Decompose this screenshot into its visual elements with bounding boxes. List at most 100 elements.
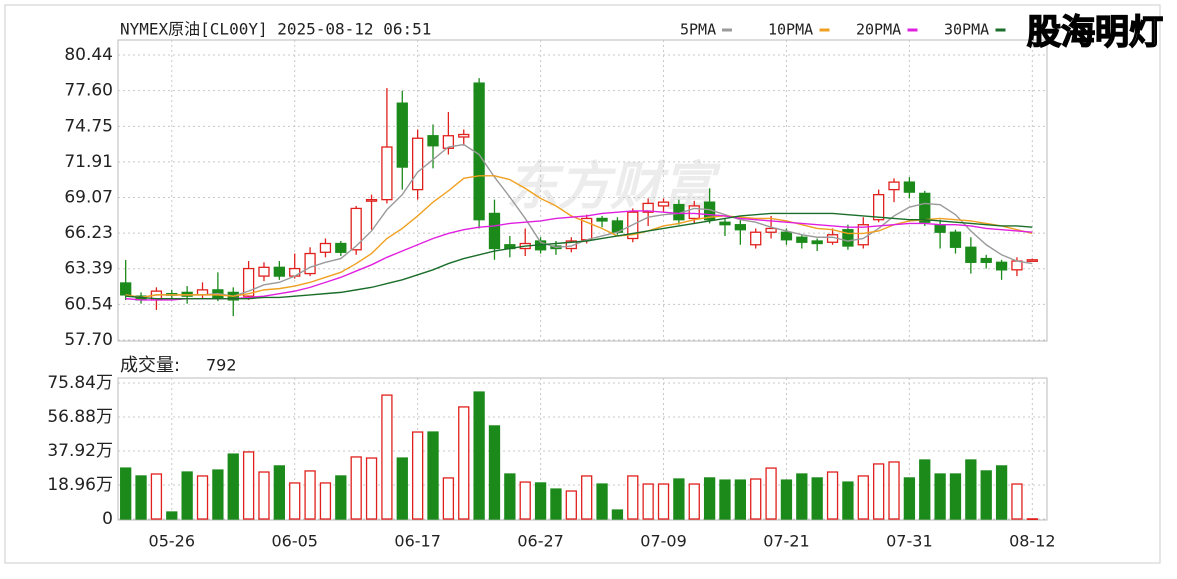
y-tick-label: 75.84万	[47, 373, 113, 393]
candle-body	[335, 242, 347, 253]
x-tick-label: 06-27	[517, 532, 564, 551]
volume-bar	[627, 475, 639, 520]
ma-line	[125, 210, 1033, 301]
y-tick-label: 56.88万	[47, 407, 113, 427]
candle-body	[427, 135, 439, 147]
volume-bar	[796, 473, 808, 520]
volume-bar	[488, 425, 501, 520]
candle-body	[396, 102, 408, 168]
candle-body	[473, 82, 485, 221]
volume-current: 792	[206, 356, 237, 375]
candle-body	[411, 137, 424, 191]
y-tick-label: 69.07	[64, 188, 113, 208]
volume-bar	[181, 471, 193, 520]
volume-bar	[196, 475, 209, 520]
x-tick-label: 05-26	[149, 532, 196, 551]
volume-bar	[258, 471, 270, 520]
candle-body	[1026, 259, 1038, 262]
candle-body	[365, 198, 378, 202]
watermark: 东方财富	[506, 157, 721, 217]
volume-bar	[458, 406, 470, 520]
y-tick-label: 71.91	[64, 152, 113, 172]
volume-bar	[150, 473, 163, 520]
candle-body	[1011, 260, 1023, 271]
candle-body	[965, 246, 977, 263]
candle-body	[642, 202, 654, 213]
y-tick-label: 63.39	[64, 259, 113, 279]
y-tick-label: 57.70	[64, 330, 113, 350]
candle-body	[719, 221, 731, 226]
volume-bar	[565, 490, 577, 520]
volume-bar	[719, 479, 731, 520]
candle-body	[949, 231, 962, 248]
volume-bar	[811, 477, 823, 520]
volume-bar	[411, 431, 424, 520]
volume-bar	[765, 467, 777, 520]
candle-body	[289, 267, 301, 277]
ma-line	[125, 212, 1033, 300]
volume-bar	[335, 475, 347, 520]
candle-body	[442, 135, 455, 149]
y-tick-label: 18.96万	[47, 475, 113, 495]
volume-bar	[596, 483, 608, 520]
volume-title: 成交量:	[120, 355, 180, 376]
candle-body	[319, 242, 332, 253]
y-tick-label: 74.75	[64, 116, 113, 136]
candle-body	[765, 227, 777, 233]
volume-bar	[120, 467, 132, 520]
candle-body	[934, 224, 946, 233]
candle-body	[304, 252, 316, 275]
candle-body	[811, 240, 823, 245]
volume-bar	[273, 465, 286, 520]
candle-body	[750, 231, 762, 246]
volume-bar	[934, 473, 946, 520]
volume-bar	[980, 470, 992, 520]
volume-bar	[396, 457, 408, 520]
volume-bar	[212, 469, 224, 520]
volume-bar	[135, 475, 147, 520]
volume-bar	[888, 461, 900, 520]
volume-bar	[304, 470, 316, 520]
volume-bar	[857, 475, 869, 520]
overlay-text: 股海明灯	[1027, 13, 1163, 53]
volume-bar	[919, 459, 931, 520]
volume-bar	[166, 511, 178, 520]
volume-bar	[381, 394, 393, 520]
y-tick-label: 66.23	[64, 223, 113, 243]
volume-bar	[703, 477, 716, 520]
candle-body	[273, 266, 286, 277]
candle-body	[688, 205, 700, 220]
x-tick-label: 06-05	[271, 532, 318, 551]
volume-bar	[903, 477, 916, 520]
x-tick-label: 06-17	[394, 532, 441, 551]
ma-line	[125, 175, 1033, 299]
volume-bar	[504, 473, 516, 520]
candle-body	[842, 229, 854, 247]
volume-bar	[642, 483, 654, 520]
volume-bar	[965, 459, 977, 520]
y-tick-label: 77.60	[64, 81, 113, 101]
volume-bar	[442, 477, 455, 520]
candle-body	[381, 146, 393, 201]
candle-body	[780, 231, 793, 241]
legend-label: 5PMA	[680, 21, 716, 39]
candle-body	[242, 267, 255, 297]
y-tick-label: 37.92万	[47, 441, 113, 461]
legend-label: 10PMA	[768, 21, 813, 39]
volume-bar	[1026, 518, 1038, 521]
volume-bar	[842, 481, 854, 520]
y-tick-label: 80.44	[64, 45, 113, 65]
legend-label: 20PMA	[856, 21, 901, 39]
volume-bar	[227, 453, 239, 520]
price-frame	[117, 39, 1048, 342]
candle-body	[565, 240, 577, 250]
candle-body	[888, 181, 900, 191]
candle-body	[980, 257, 992, 263]
candle-body	[120, 282, 132, 296]
candle-body	[873, 193, 885, 221]
volume-bar	[365, 457, 378, 520]
volume-bar	[550, 488, 562, 520]
volume-bar	[534, 482, 547, 520]
candle-body	[796, 236, 808, 243]
